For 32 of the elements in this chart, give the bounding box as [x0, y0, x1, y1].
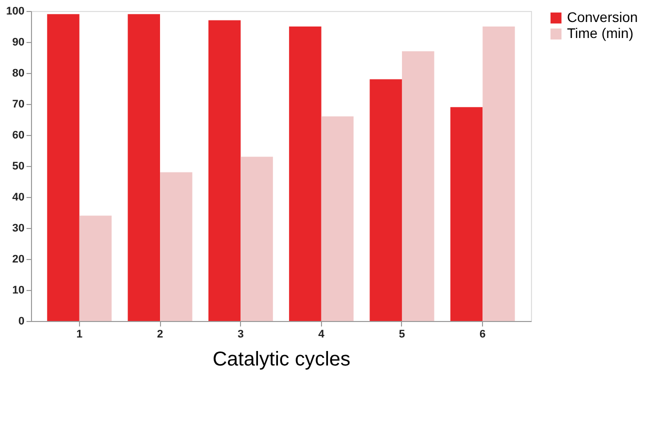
bar [370, 79, 402, 321]
bar [289, 26, 322, 321]
bar [160, 172, 192, 321]
y-tick-label: 100 [6, 6, 24, 18]
y-tick-label: 20 [12, 254, 24, 266]
legend-label: Time (min) [567, 25, 634, 41]
x-tick-label: 5 [398, 328, 406, 340]
legend-label: Conversion [567, 9, 638, 25]
y-tick-label: 40 [12, 192, 24, 204]
x-axis-title: Catalytic cycles [212, 348, 350, 370]
x-tick-label: 6 [480, 328, 486, 340]
bar [321, 116, 354, 321]
y-tick-label: 60 [12, 130, 24, 142]
y-tick-label: 70 [12, 98, 24, 110]
bar [482, 26, 515, 321]
y-tick-label: 90 [12, 36, 24, 48]
bar [47, 14, 80, 321]
bar [79, 216, 112, 321]
y-tick-label: 30 [12, 222, 24, 234]
x-tick-label: 3 [238, 328, 244, 340]
y-tick-label: 80 [12, 68, 24, 80]
bar [240, 156, 273, 321]
y-tick-label: 10 [12, 284, 24, 296]
y-tick-label: 0 [18, 316, 24, 328]
x-tick-label: 2 [156, 328, 164, 340]
bar [450, 107, 483, 321]
x-tick-label: 1 [76, 328, 82, 340]
bar [208, 20, 241, 321]
bar [402, 51, 434, 321]
bar [128, 14, 160, 321]
x-tick-label: 4 [318, 328, 326, 340]
y-tick-label: 50 [12, 160, 24, 172]
